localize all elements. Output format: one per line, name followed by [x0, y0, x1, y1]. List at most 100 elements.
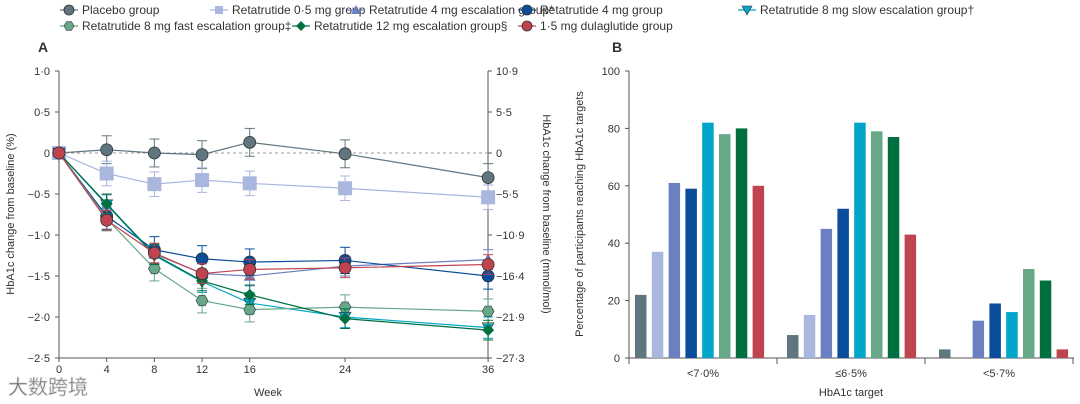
data-point — [195, 267, 209, 280]
data-point — [147, 246, 161, 260]
data-point — [338, 181, 353, 196]
legend-marker-circle — [63, 4, 75, 16]
y2-tick-label: 5·5 — [496, 107, 512, 119]
bar — [887, 137, 900, 358]
legend-label: Retatrutide 0·5 mg group — [232, 3, 366, 17]
y-axis-title-a: HbA1c change from baseline (%) — [5, 133, 17, 294]
x-tick-label: 12 — [196, 364, 208, 376]
legend-marker-diamond — [296, 21, 306, 31]
data-point — [242, 176, 257, 191]
data-point — [195, 295, 209, 307]
x-tick-label: 36 — [482, 364, 494, 376]
bar — [989, 303, 1001, 358]
x-tick-label: 4 — [104, 364, 110, 376]
bar — [702, 122, 714, 358]
bar — [1056, 349, 1069, 358]
y2-tick-label: −21·9 — [496, 312, 524, 324]
category-label: <5·7% — [983, 368, 1015, 380]
y-tick-label: 0 — [44, 148, 50, 160]
bar — [904, 234, 917, 358]
legend-marker-triangle-down — [741, 5, 753, 16]
bar — [719, 134, 731, 358]
bar — [1039, 280, 1052, 358]
x-axis-title-b: HbA1c target — [819, 387, 883, 399]
data-point — [481, 171, 495, 185]
bar — [668, 182, 681, 358]
legend-marker-hexagon — [63, 21, 75, 31]
y2-tick-label: −16·4 — [496, 271, 524, 283]
legend-label: 1·5 mg dulaglutide group — [540, 19, 673, 33]
bar — [837, 208, 849, 358]
bar — [1023, 269, 1035, 358]
y-tick-label: −2·5 — [28, 353, 50, 365]
y-tick-label: 0·5 — [34, 107, 50, 119]
data-point — [52, 146, 66, 160]
bar — [939, 349, 951, 358]
bar — [651, 251, 664, 358]
data-point — [482, 324, 495, 337]
legend-marker-circle — [521, 20, 533, 32]
bar — [685, 188, 697, 358]
series-line — [58, 152, 489, 198]
y-tick-label: −2·0 — [28, 312, 50, 324]
data-point — [481, 190, 496, 205]
x-tick-label: 16 — [244, 364, 256, 376]
data-point — [243, 263, 257, 276]
category-label: ≤6·5% — [835, 368, 867, 380]
data-point — [100, 143, 114, 157]
bar — [972, 320, 985, 358]
watermark: 大数跨境 — [8, 376, 88, 399]
series-line — [58, 152, 489, 275]
legend-marker-circle — [521, 4, 533, 16]
data-point — [100, 197, 113, 210]
y-tick-label: 60 — [608, 181, 620, 193]
bar — [635, 294, 647, 358]
y2-tick-label: −27·3 — [496, 353, 524, 365]
series-line — [58, 141, 489, 179]
x-tick-label: 8 — [151, 364, 157, 376]
data-point — [481, 305, 495, 317]
y-tick-label: −0·5 — [28, 189, 50, 201]
y2-tick-label: 10·9 — [496, 66, 518, 78]
bar — [735, 128, 748, 358]
data-point — [195, 252, 209, 266]
legend-label: Retatrutide 12 mg escalation group§ — [314, 19, 507, 33]
series-line — [58, 152, 489, 277]
x-tick-label: 0 — [56, 364, 62, 376]
legend-label: Placebo group — [82, 3, 160, 17]
legend-label: Retatrutide 8 mg fast escalation group‡ — [82, 19, 291, 33]
data-point — [147, 146, 161, 160]
bar — [803, 314, 816, 358]
legend-marker-triangle-up — [351, 5, 361, 14]
data-point — [338, 301, 352, 313]
bar — [854, 122, 866, 358]
data-point — [195, 148, 209, 162]
y-tick-label: −1·0 — [28, 230, 50, 242]
data-point — [338, 147, 352, 161]
y-tick-label: 1·0 — [34, 66, 50, 78]
bar — [787, 335, 799, 358]
series-line — [58, 152, 489, 277]
y-axis-title-b: Percentage of participants reaching HbA1… — [574, 91, 586, 337]
panel-label-b: B — [612, 39, 622, 55]
data-point — [243, 288, 256, 301]
series-line — [58, 152, 489, 329]
category-label: <7·0% — [687, 368, 719, 380]
y2-axis-title: HbA1c change from baseline (mmol/mol) — [540, 114, 552, 313]
panel-label-a: A — [38, 39, 48, 55]
data-point — [481, 258, 495, 271]
x-tick-label: 24 — [339, 364, 351, 376]
x-axis-title: Week — [254, 387, 282, 399]
data-point — [339, 312, 352, 325]
y2-tick-label: 0 — [496, 148, 502, 160]
y2-tick-label: −10·9 — [496, 230, 524, 242]
legend-label: Retatrutide 4 mg group — [540, 3, 663, 17]
data-point — [148, 263, 161, 275]
legend-label: Retatrutide 8 mg slow escalation group† — [760, 3, 974, 17]
y-tick-label: 80 — [608, 123, 620, 135]
y-tick-label: 100 — [602, 66, 620, 78]
bar — [1006, 312, 1018, 358]
data-point — [100, 213, 114, 227]
